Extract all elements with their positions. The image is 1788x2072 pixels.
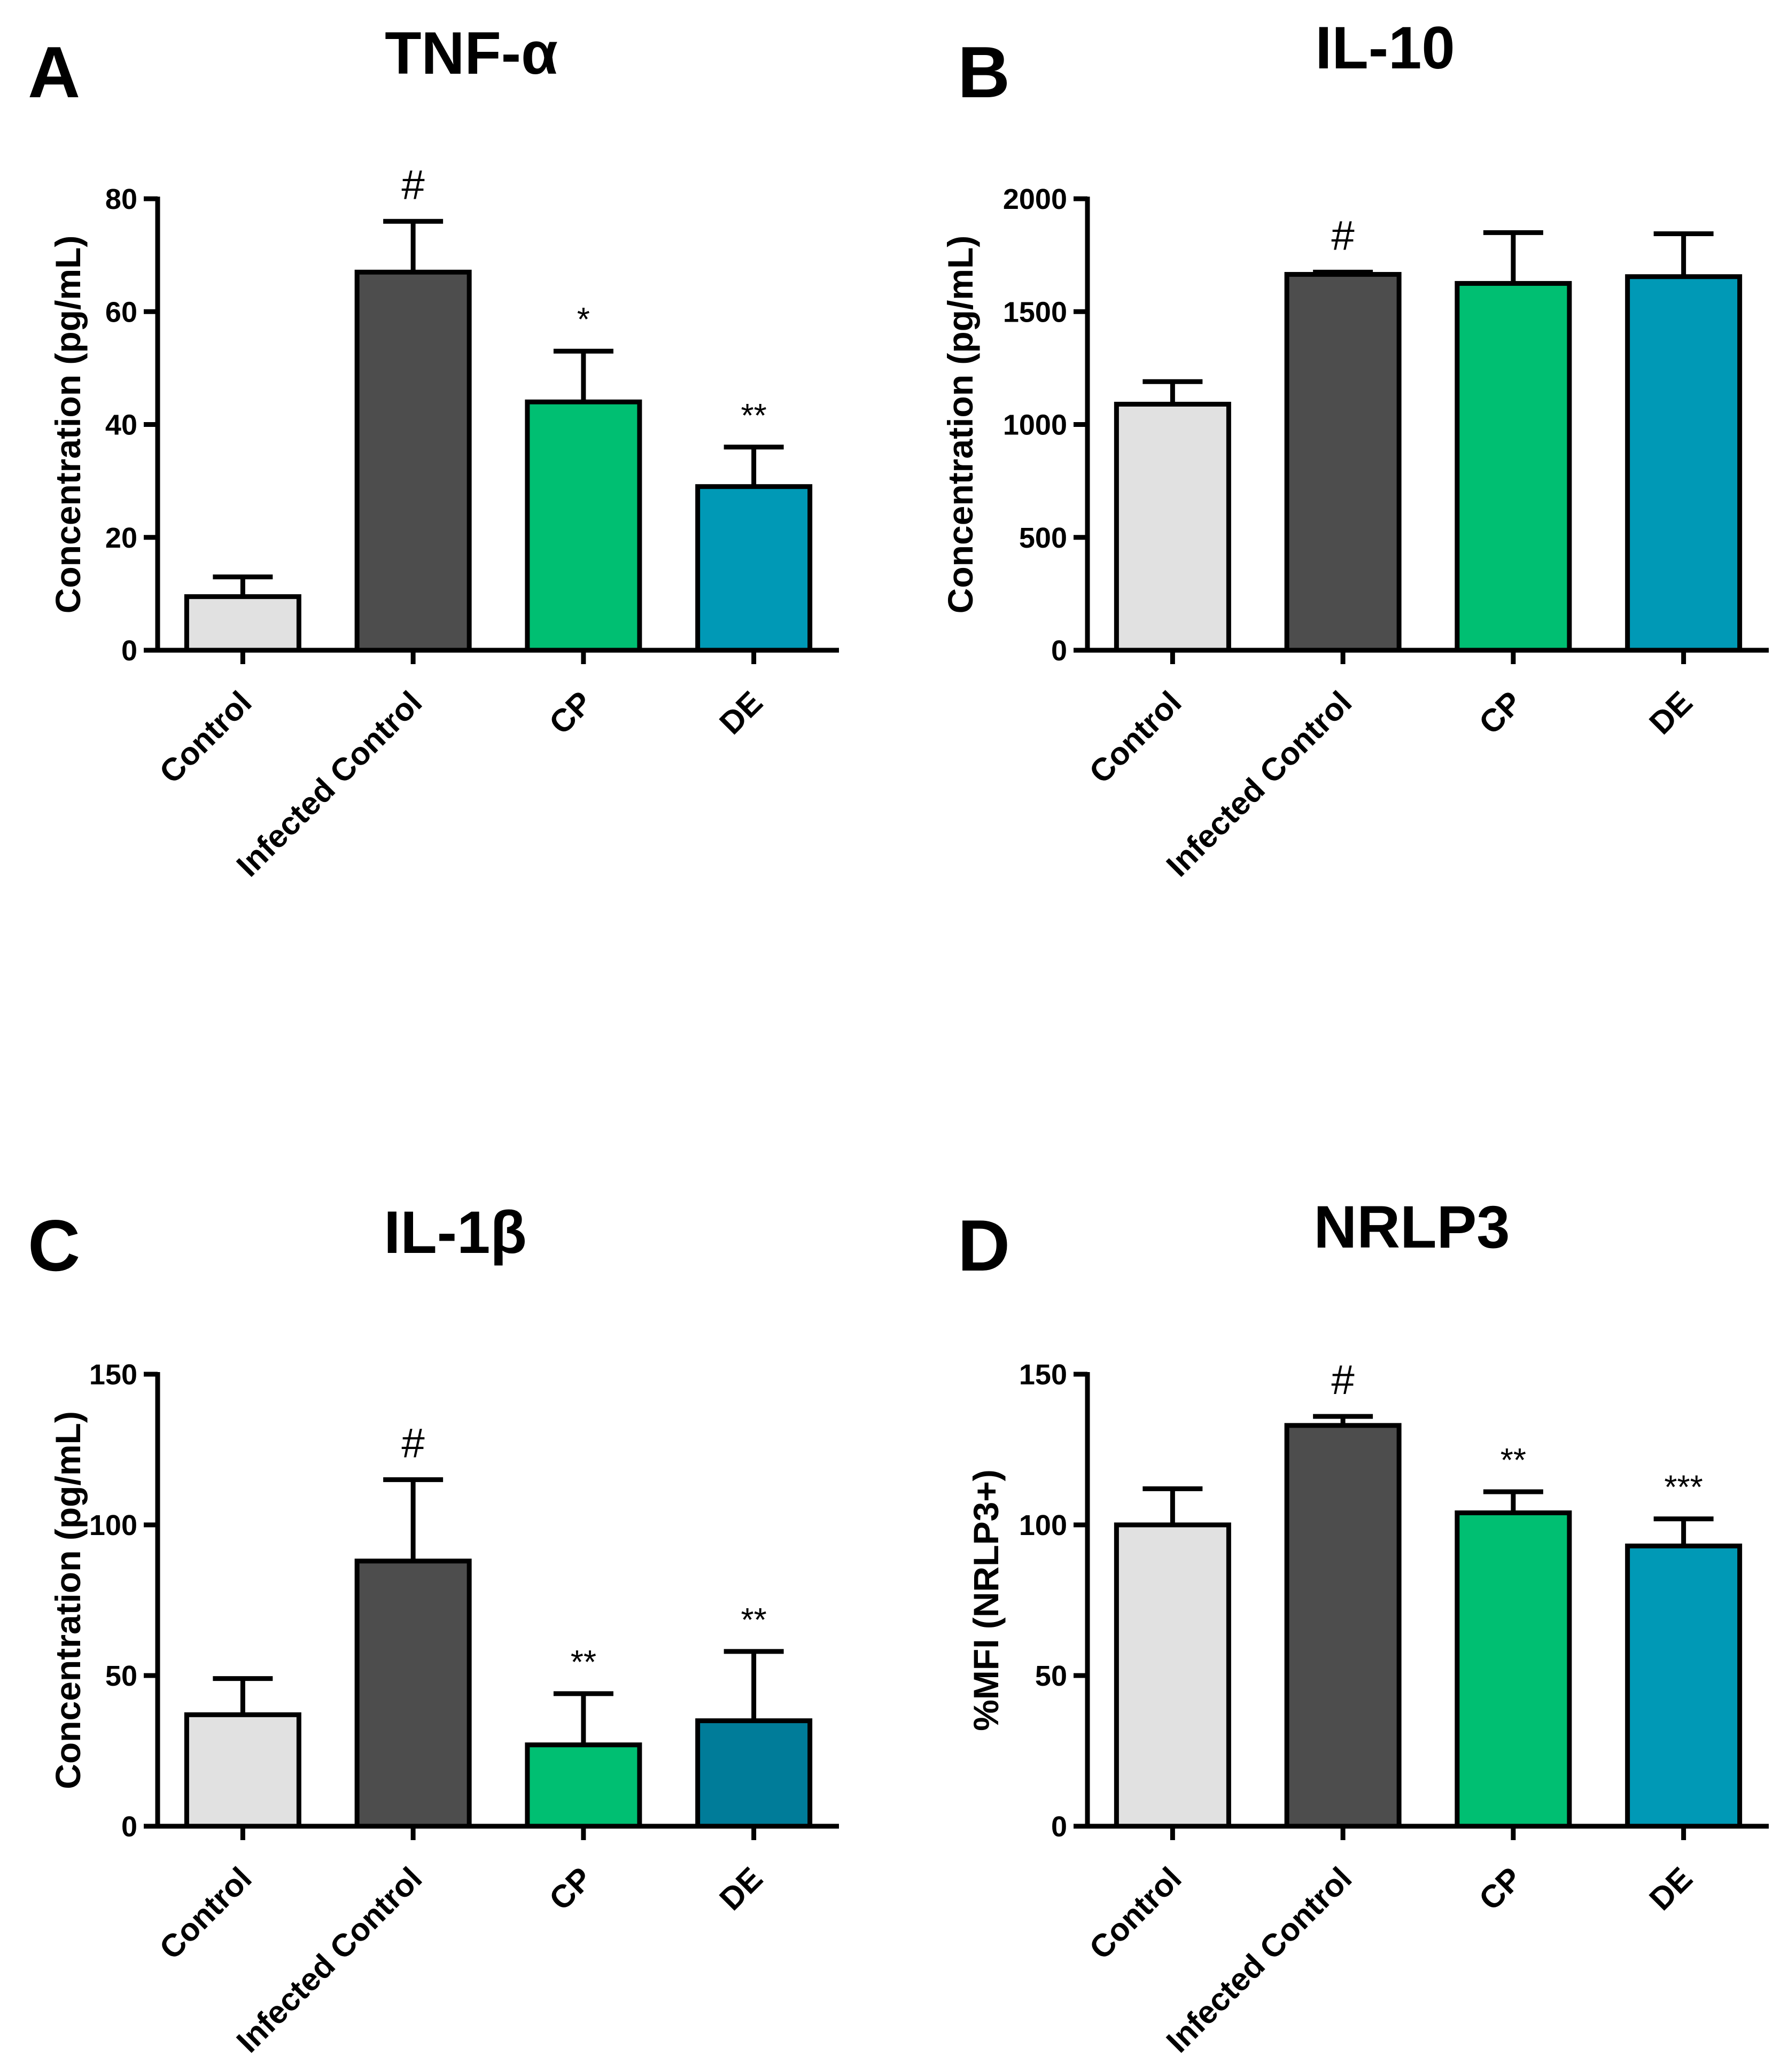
x-tick-label-1: Control	[152, 684, 258, 790]
bar-control	[1114, 401, 1231, 653]
x-tick-label-3: CP	[542, 1860, 599, 1917]
bar-de	[695, 484, 813, 653]
bar-cp	[1455, 281, 1572, 653]
significance-label-4: **	[741, 398, 766, 434]
y-tick-label-2: 50	[1035, 1660, 1067, 1692]
x-tick-label-2: Infected Control	[1160, 684, 1359, 884]
x-tick-label-1: Control	[1082, 1860, 1188, 1966]
y-axis-label: Concentration (pg/mL)	[48, 1411, 88, 1789]
y-tick-label-2: 500	[1019, 522, 1067, 554]
y-tick-label-2: 20	[105, 522, 137, 554]
significance-label-4: ***	[1664, 1469, 1703, 1506]
y-tick-label-2: 50	[105, 1660, 137, 1692]
y-tick-label-4: 150	[89, 1359, 137, 1391]
x-tick-label-4: DE	[1642, 1860, 1699, 1917]
y-tick-label-1: 0	[121, 635, 137, 667]
bar-infected-control	[354, 1559, 472, 1829]
x-tick-label-2: Infected Control	[1160, 1860, 1359, 2060]
panel-letter: A	[28, 32, 80, 113]
panel-letter: D	[958, 1205, 1010, 1286]
bar-control	[1114, 1522, 1231, 1829]
x-tick-label-2: Infected Control	[230, 1860, 429, 2060]
chart-title: NRLP3	[1313, 1194, 1510, 1260]
x-tick-label-1: Control	[1082, 684, 1188, 790]
chart-panel-d: D NRLP3 %MFI (NRLP3+) Control # Infected Cont…	[958, 1194, 1769, 2059]
chart-panel-c: C IL-1β Concentration (pg/mL) Control # Infec…	[28, 1199, 839, 2059]
bar-de	[1625, 274, 1743, 653]
significance-label-4: **	[741, 1602, 766, 1639]
x-tick-label-4: DE	[1642, 684, 1699, 741]
y-tick-label-1: 0	[1051, 635, 1067, 667]
panel-letter: B	[958, 32, 1010, 113]
x-tick-label-2: Infected Control	[230, 684, 429, 884]
bar-control	[184, 594, 301, 653]
y-tick-label-3: 100	[89, 1509, 137, 1541]
x-tick-label-1: Control	[152, 1860, 258, 1966]
chart-title: IL-1β	[384, 1199, 526, 1266]
y-tick-label-1: 0	[1051, 1811, 1067, 1843]
bar-de	[1625, 1543, 1743, 1829]
y-tick-label-5: 80	[105, 183, 137, 215]
bar-cp	[1455, 1510, 1572, 1829]
bar-infected-control	[354, 269, 472, 653]
x-tick-label-3: CP	[542, 684, 599, 741]
significance-label-3: *	[577, 301, 590, 338]
y-tick-label-3: 1000	[1003, 409, 1067, 441]
chart-title: TNF-α	[385, 20, 558, 87]
significance-label-2: #	[1331, 212, 1354, 259]
significance-label-3: **	[1501, 1442, 1526, 1479]
y-tick-label-4: 1500	[1003, 296, 1067, 328]
panel-letter: C	[28, 1205, 80, 1286]
significance-label-3: **	[571, 1644, 596, 1681]
y-axis-label: Concentration (pg/mL)	[940, 236, 980, 614]
bar-control	[184, 1712, 301, 1829]
bar-cp	[525, 399, 642, 653]
bar-cp	[525, 1742, 642, 1829]
significance-label-2: #	[1331, 1356, 1354, 1403]
chart-title: IL-10	[1315, 14, 1455, 81]
chart-panel-a: A TNF-α Concentration (pg/mL) Control # Infec…	[28, 20, 839, 883]
x-tick-label-3: CP	[1472, 684, 1529, 741]
y-tick-label-4: 60	[105, 296, 137, 328]
y-tick-label-4: 150	[1019, 1359, 1067, 1391]
y-axis-label: %MFI (NRLP3+)	[966, 1469, 1006, 1731]
bar-infected-control	[1284, 272, 1402, 653]
x-tick-label-3: CP	[1472, 1860, 1529, 1917]
significance-label-2: #	[401, 1419, 424, 1466]
y-tick-label-1: 0	[121, 1811, 137, 1843]
x-tick-label-4: DE	[712, 1860, 769, 1917]
bar-infected-control	[1284, 1423, 1402, 1829]
bar-de	[695, 1718, 813, 1829]
significance-label-2: #	[401, 161, 424, 208]
y-tick-label-3: 100	[1019, 1509, 1067, 1541]
y-tick-label-5: 2000	[1003, 183, 1067, 215]
y-axis-label: Concentration (pg/mL)	[48, 236, 88, 614]
chart-panel-b: B IL-10 Concentration (pg/mL) Control # Infec…	[940, 14, 1769, 883]
y-tick-label-3: 40	[105, 409, 137, 441]
x-tick-label-4: DE	[712, 684, 769, 741]
